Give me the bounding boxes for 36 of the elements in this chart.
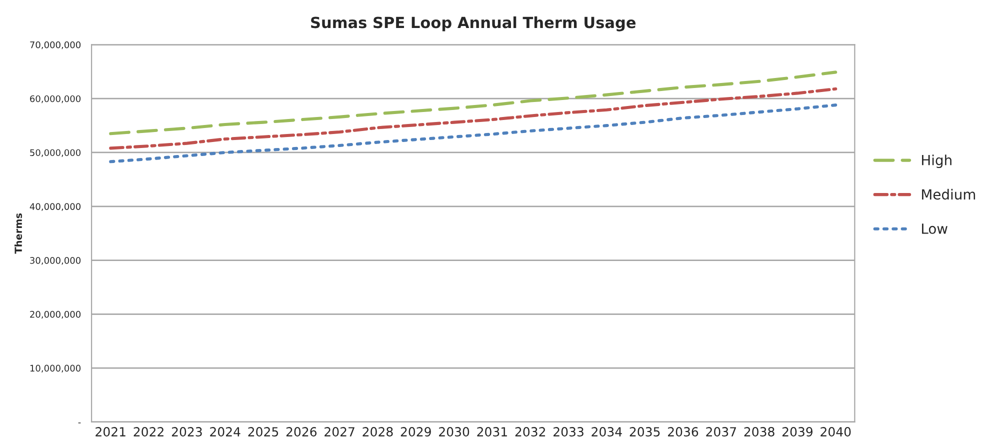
y-tick-label: 10,000,000 bbox=[30, 364, 81, 373]
x-tick-label: 2024 bbox=[210, 427, 240, 437]
x-tick-label: 2039 bbox=[782, 427, 812, 437]
legend-label: Medium bbox=[922, 188, 976, 200]
y-tick-label: 40,000,000 bbox=[30, 203, 81, 211]
x-tick-label: 2040 bbox=[820, 427, 851, 437]
chart-title: Sumas SPE Loop Annual Therm Usage bbox=[311, 16, 636, 32]
x-tick-label: 2028 bbox=[362, 427, 393, 437]
legend-label: Low bbox=[922, 224, 948, 234]
line-series bbox=[109, 70, 838, 136]
y-tick-label: 60,000,000 bbox=[30, 95, 81, 104]
x-tick-label: 2036 bbox=[668, 427, 698, 437]
x-tick-label: 2031 bbox=[477, 427, 507, 437]
x-tick-label: 2027 bbox=[324, 427, 354, 437]
x-tick-label: 2033 bbox=[554, 427, 584, 437]
x-tick-label: 2038 bbox=[744, 427, 774, 437]
y-tick-label: 30,000,000 bbox=[30, 257, 81, 265]
x-tick-label: 2021 bbox=[96, 427, 126, 437]
y-tick-label: 20,000,000 bbox=[30, 310, 81, 319]
y-tick-label: 50,000,000 bbox=[30, 149, 81, 157]
legend-label: High bbox=[922, 154, 952, 168]
x-tick-label: 2035 bbox=[630, 427, 660, 437]
line-series bbox=[109, 87, 838, 150]
x-tick-label: 2022 bbox=[134, 427, 164, 437]
x-tick-label: 2030 bbox=[439, 427, 470, 437]
x-tick-label: 2023 bbox=[172, 427, 202, 437]
y-axis-title: Therms bbox=[14, 213, 22, 254]
line-series bbox=[109, 104, 838, 164]
x-tick-label: 2026 bbox=[286, 427, 317, 437]
x-tick-label: 2032 bbox=[515, 427, 546, 437]
x-tick-label: 2034 bbox=[592, 427, 622, 437]
x-tick-label: 2037 bbox=[706, 427, 736, 437]
y-tick-label: - bbox=[78, 422, 81, 424]
x-tick-label: 2029 bbox=[400, 427, 431, 437]
y-tick-label: 70,000,000 bbox=[30, 41, 81, 50]
x-tick-label: 2025 bbox=[248, 427, 278, 437]
